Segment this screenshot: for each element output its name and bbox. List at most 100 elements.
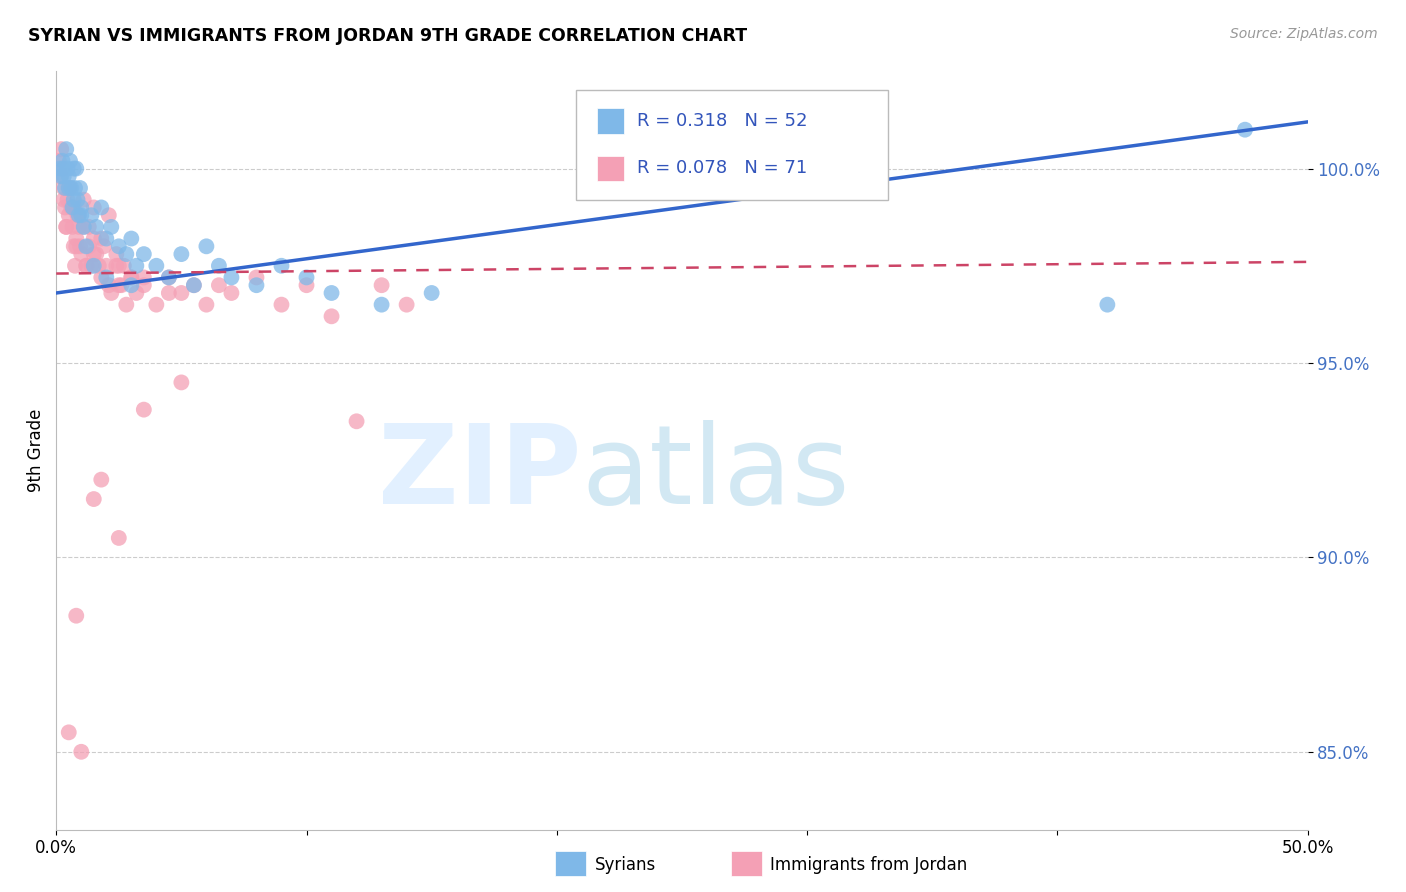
Point: [120, 278, 142, 293]
Point: [125, 285, 148, 300]
Point: [75, 259, 97, 273]
Point: [157, 270, 180, 285]
Text: R = 0.318   N = 52: R = 0.318 N = 52: [637, 112, 807, 129]
Point: [96, 259, 118, 273]
Point: [58, 181, 80, 195]
Point: [157, 270, 180, 285]
Point: [67, 208, 90, 222]
Point: [51, 142, 73, 156]
Point: [346, 414, 368, 428]
Point: [58, 725, 80, 739]
Point: [96, 270, 118, 285]
Point: [108, 259, 131, 273]
Point: [62, 239, 84, 253]
Point: [69, 181, 91, 195]
Point: [55, 219, 77, 234]
Point: [1234, 122, 1257, 136]
Point: [110, 278, 132, 293]
Point: [52, 193, 75, 207]
Point: [100, 219, 122, 234]
Point: [58, 181, 80, 195]
Point: [105, 259, 128, 273]
Point: [73, 219, 96, 234]
Point: [132, 402, 155, 417]
Point: [55, 142, 77, 156]
Point: [75, 239, 97, 253]
Point: [65, 161, 87, 176]
Point: [87, 259, 110, 273]
Point: [58, 208, 80, 222]
Point: [58, 169, 80, 184]
Point: [321, 310, 343, 324]
Point: [83, 231, 105, 245]
Point: [53, 201, 76, 215]
Point: [48, 153, 70, 168]
Point: [245, 278, 267, 293]
Point: [52, 181, 75, 195]
Point: [125, 259, 148, 273]
Point: [112, 259, 135, 273]
Point: [65, 608, 87, 623]
Point: [395, 298, 418, 312]
Point: [108, 531, 131, 545]
Point: [420, 285, 443, 300]
Point: [66, 208, 89, 222]
Point: [120, 270, 142, 285]
Point: [51, 169, 73, 184]
Point: [93, 239, 115, 253]
Point: [70, 247, 93, 261]
Point: [270, 259, 292, 273]
Point: [1097, 298, 1119, 312]
Point: [84, 247, 107, 261]
Point: [67, 219, 90, 234]
Text: R = 0.078   N = 71: R = 0.078 N = 71: [637, 160, 807, 178]
Point: [62, 201, 84, 215]
Point: [73, 219, 96, 234]
Point: [65, 231, 87, 245]
Point: [77, 219, 100, 234]
Point: [157, 285, 180, 300]
Point: [55, 219, 77, 234]
Point: [49, 169, 72, 184]
Point: [208, 259, 231, 273]
Y-axis label: 9th Grade: 9th Grade: [27, 409, 45, 492]
Point: [80, 208, 103, 222]
Text: Immigrants from Jordan: Immigrants from Jordan: [770, 856, 967, 874]
Point: [56, 161, 79, 176]
Point: [63, 259, 86, 273]
Point: [90, 270, 112, 285]
Point: [51, 153, 73, 168]
Point: [62, 201, 84, 215]
Point: [80, 259, 103, 273]
Text: Syrians: Syrians: [595, 856, 657, 874]
Point: [183, 278, 205, 293]
Point: [49, 161, 72, 176]
Point: [90, 473, 112, 487]
Point: [195, 298, 218, 312]
Point: [132, 247, 155, 261]
Point: [321, 285, 343, 300]
Point: [90, 231, 112, 245]
Point: [84, 219, 107, 234]
Point: [62, 161, 84, 176]
Text: ZIP: ZIP: [378, 420, 582, 526]
Point: [56, 193, 79, 207]
Point: [83, 491, 105, 506]
Point: [62, 219, 84, 234]
Point: [208, 278, 231, 293]
Text: SYRIAN VS IMMIGRANTS FROM JORDAN 9TH GRADE CORRELATION CHART: SYRIAN VS IMMIGRANTS FROM JORDAN 9TH GRA…: [28, 27, 747, 45]
Point: [170, 285, 193, 300]
Point: [108, 278, 131, 293]
Point: [90, 201, 112, 215]
Point: [66, 193, 89, 207]
Point: [63, 181, 86, 195]
Point: [77, 239, 100, 253]
Point: [370, 298, 392, 312]
Point: [170, 247, 193, 261]
Point: [83, 247, 105, 261]
Point: [67, 208, 90, 222]
Point: [221, 270, 243, 285]
Point: [245, 270, 267, 285]
Point: [115, 247, 138, 261]
Point: [270, 298, 292, 312]
